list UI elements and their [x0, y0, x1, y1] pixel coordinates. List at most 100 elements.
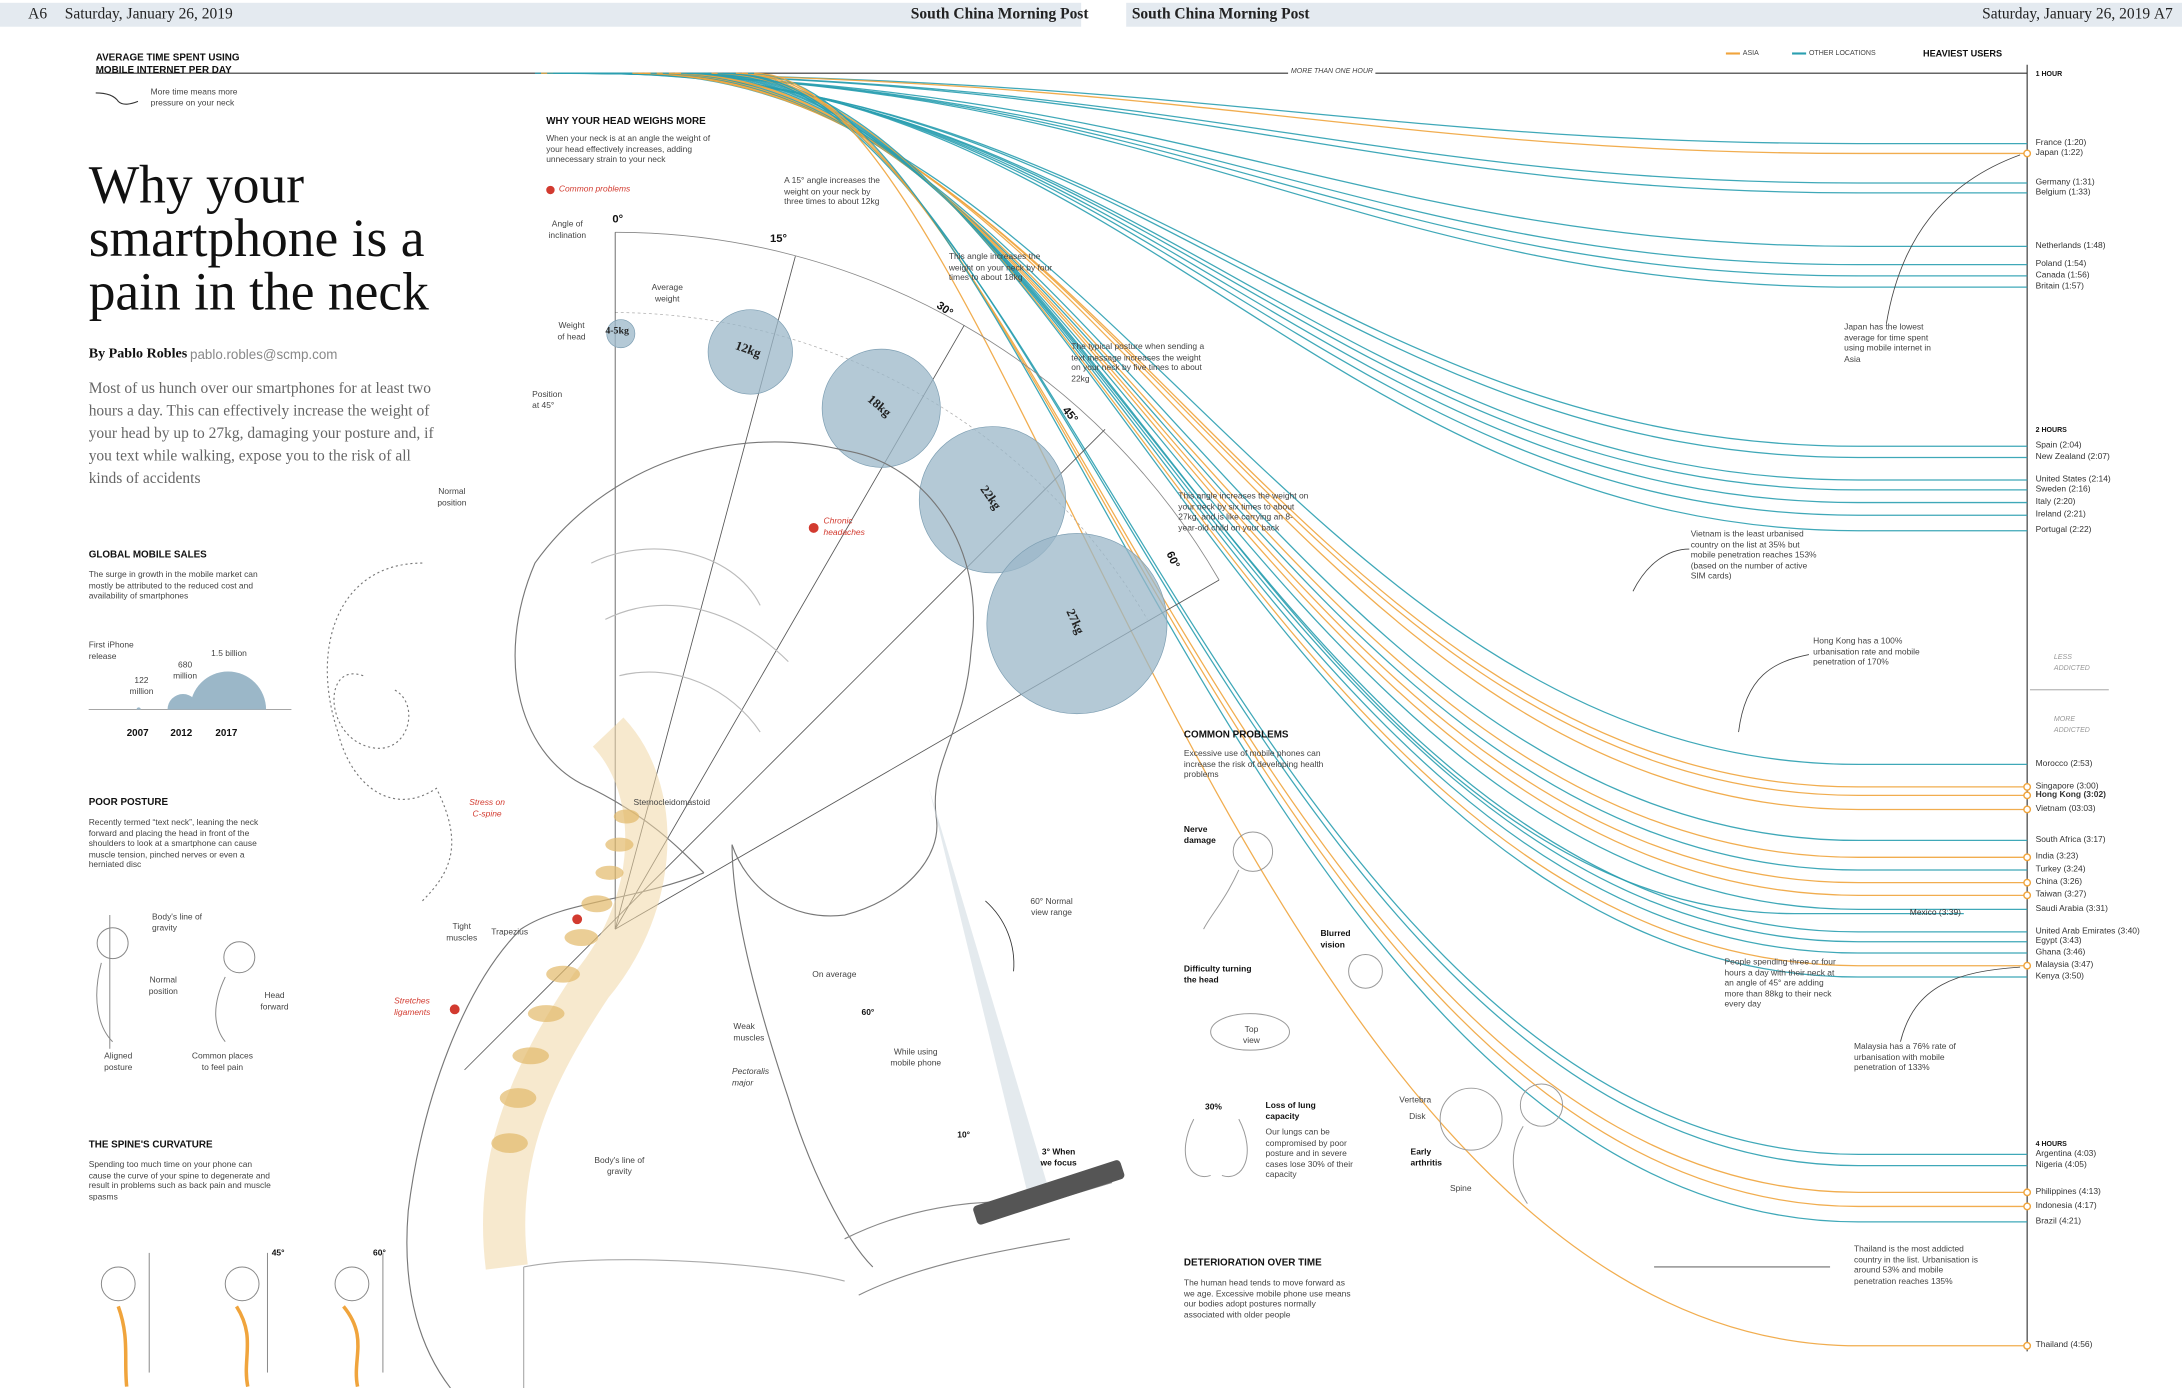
vertebrae [491, 809, 640, 1153]
legend-entry: OTHER LOCATIONS [1808, 49, 1876, 58]
scale-label: 1 HOUR [2035, 70, 2063, 79]
weight-note: This angle increases the weight on your … [1178, 492, 1309, 533]
country-dot [2023, 891, 2032, 900]
section-title: POOR POSTURE [88, 798, 169, 809]
key-note: More time means more pressure on your ne… [150, 88, 238, 108]
country-label: Singapore (3:00) [2035, 782, 2099, 792]
country-label: Argentina (4:03) [2035, 1150, 2097, 1159]
country-label: Hong Kong (3:02) [2035, 791, 2106, 800]
key-icon [95, 92, 139, 105]
band-label: MORE THAN ONE HOUR [1288, 67, 1376, 79]
date: Saturday, January 26, 2019 [1982, 5, 2151, 23]
section-body: Recently termed “text neck”, leaning the… [88, 819, 259, 870]
section-title: WHY YOUR HEAD WEIGHS MORE [546, 116, 706, 127]
country-label: New Zealand (2:07) [2035, 453, 2110, 462]
addiction-label: LESS ADDICTED [2053, 653, 2090, 673]
angle-label: 15° [770, 232, 788, 245]
weight-note: A 15° angle increases the weight on your… [784, 177, 881, 207]
problem-icons [1184, 831, 1564, 1204]
country-label: Malaysia (3:47) [2035, 961, 2094, 970]
header-bar [1126, 2, 2182, 27]
sales-amount: 1.5 billion [211, 650, 247, 659]
country-label: Spain (2:04) [2035, 442, 2082, 451]
sales-amount: 680 million [173, 661, 198, 681]
sales-note: First iPhone release [88, 641, 134, 661]
country-label: Sweden (2:16) [2035, 485, 2091, 495]
weight-note: This angle increases the weight on your … [948, 253, 1053, 283]
sales-year: 2012 [170, 729, 193, 740]
problem-label: Difficulty turning the head [1183, 965, 1252, 985]
usage-note: Malaysia has a 76% rate of urbanisation … [1853, 1043, 1956, 1073]
country-label: Egypt (3:43) [2035, 937, 2082, 947]
usage-curve [583, 72, 2028, 447]
country-dot [2023, 805, 2032, 814]
usage-curve [541, 72, 2028, 155]
posture-label: Body's line of gravity [152, 913, 203, 933]
country-label: France (1:20) [2035, 139, 2087, 148]
problem-label: Chronic headaches [823, 518, 865, 538]
anatomy-label: Body's line of gravity [594, 1157, 645, 1177]
usage-curve [620, 72, 2028, 532]
problem-dots [449, 522, 819, 1015]
chart-label: Weight of head [557, 322, 586, 342]
posture-icons [96, 915, 384, 1373]
country-label: Vietnam (03:03) [2035, 805, 2096, 814]
leader-lines [1632, 154, 2021, 1268]
legend-label: Common problems [558, 185, 631, 195]
usage-curve [748, 72, 2028, 1223]
spine-shade [483, 717, 668, 1270]
posture-label: Normal position [148, 976, 178, 996]
posture-label: Aligned posture [104, 1052, 133, 1072]
view-arc [985, 900, 1015, 972]
country-label: Mexico (3:39) [1909, 909, 1961, 918]
anatomy-label: 3° When we focus [1040, 1148, 1077, 1168]
usage-curve [717, 72, 2028, 978]
usage-curve [656, 72, 2028, 858]
country-label: Ghana (3:46) [2035, 948, 2086, 958]
problem-label: 30% [1205, 1103, 1222, 1113]
section-body: The human head tends to move forward as … [1183, 1279, 1351, 1320]
usage-curve [601, 72, 2028, 491]
usage-curve [699, 72, 2028, 943]
problem-label: Stress on C-spine [469, 799, 505, 819]
country-dot [2023, 853, 2032, 862]
country-label: Poland (1:54) [2035, 260, 2087, 269]
headline: Why your smartphone is a pain in the nec… [88, 156, 429, 323]
country-label: Italy (2:20) [2035, 498, 2076, 507]
problem-note: Our lungs can be compromised by poor pos… [1265, 1129, 1353, 1180]
country-label: Turkey (3:24) [2035, 865, 2086, 875]
spine-icons [116, 1305, 360, 1387]
country-label: Belgium (1:33) [2035, 188, 2091, 198]
date: Saturday, January 26, 2019 [64, 5, 233, 23]
problem-label: Nerve damage [1183, 826, 1216, 846]
problem-label: Blurred vision [1320, 930, 1351, 950]
legend-entry: ASIA [1742, 49, 1759, 58]
country-label: Philippines (4:13) [2035, 1188, 2101, 1197]
country-label: Netherlands (1:48) [2035, 242, 2106, 251]
country-label: Thailand (4:56) [2035, 1341, 2093, 1351]
anatomy-label: 10° [957, 1131, 971, 1141]
intro: Most of us hunch over our smartphones fo… [88, 380, 434, 488]
weight-circles [606, 309, 1168, 715]
section-body: When your neck is at an angle the weight… [546, 135, 711, 165]
country-label: Canada (1:56) [2035, 271, 2090, 281]
usage-note: Thailand is the most addicted country in… [1853, 1245, 1978, 1286]
masthead: South China Morning Post [1131, 5, 1310, 23]
section-title: DETERIORATION OVER TIME [1183, 1258, 1322, 1269]
angle-label: 45° [271, 1250, 285, 1259]
country-label: India (3:23) [2035, 853, 2079, 862]
country-dot [2023, 878, 2032, 887]
usage-curve [614, 72, 2028, 516]
usage-curve [693, 72, 2028, 933]
country-label: Germany (1:31) [2035, 178, 2095, 188]
weight-label: 4-5kg [605, 325, 629, 337]
sales-amount: 122 million [129, 677, 154, 697]
usage-note: Hong Kong has a 100% urbanisation rate a… [1813, 637, 1920, 668]
masthead: South China Morning Post [910, 5, 1089, 23]
section-body: The surge in growth in the mobile market… [88, 571, 258, 602]
chart-label: Normal position [437, 488, 467, 508]
anatomy-label: Pectoralis major [732, 1068, 770, 1088]
usage-curve [589, 72, 2028, 459]
chart-label: Average weight [651, 284, 683, 304]
